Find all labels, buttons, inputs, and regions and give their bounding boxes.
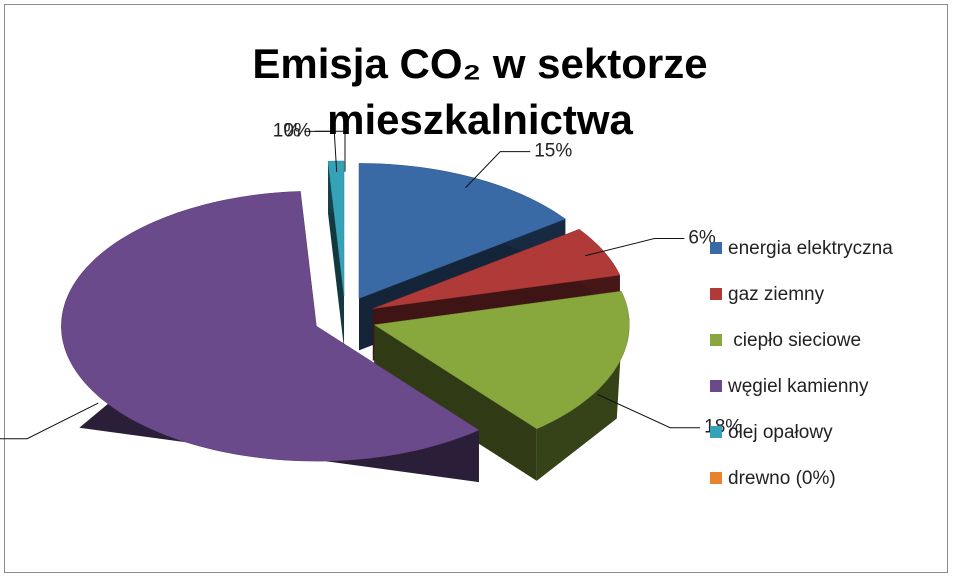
chart-title: Emisja CO₂ w sektorze mieszkalnictwa — [252, 40, 708, 143]
slice — [61, 191, 480, 483]
legend-swatch — [710, 426, 722, 438]
leader-line — [585, 238, 685, 257]
legend-label: gaz ziemny — [728, 284, 825, 305]
slice — [373, 290, 630, 430]
slice — [373, 290, 630, 481]
slice-side — [374, 324, 537, 481]
leader-line — [465, 151, 531, 189]
legend-label: ciepło sieciowe — [728, 330, 861, 351]
legend-label: węgiel kamienny — [727, 376, 869, 397]
legend-swatch — [710, 334, 722, 346]
legend-label: olej opałowy — [728, 422, 833, 443]
data-label: 15% — [534, 141, 572, 162]
slice-side — [536, 291, 630, 481]
legend-swatch — [710, 472, 722, 484]
data-label: 6% — [688, 228, 716, 249]
legend-label: drewno (0%) — [728, 468, 836, 489]
legend-swatch — [710, 380, 722, 392]
leader-line — [597, 393, 701, 429]
legend-swatch — [710, 242, 722, 254]
legend-swatch — [710, 288, 722, 300]
leader-line — [0, 402, 99, 440]
data-label: 0% — [284, 120, 312, 141]
slice — [61, 191, 480, 462]
leader-line — [315, 130, 346, 172]
legend-label: energia elektryczna — [728, 238, 893, 259]
data-label: 1% — [273, 120, 301, 141]
chart-frame — [4, 4, 948, 573]
slice — [327, 160, 345, 349]
